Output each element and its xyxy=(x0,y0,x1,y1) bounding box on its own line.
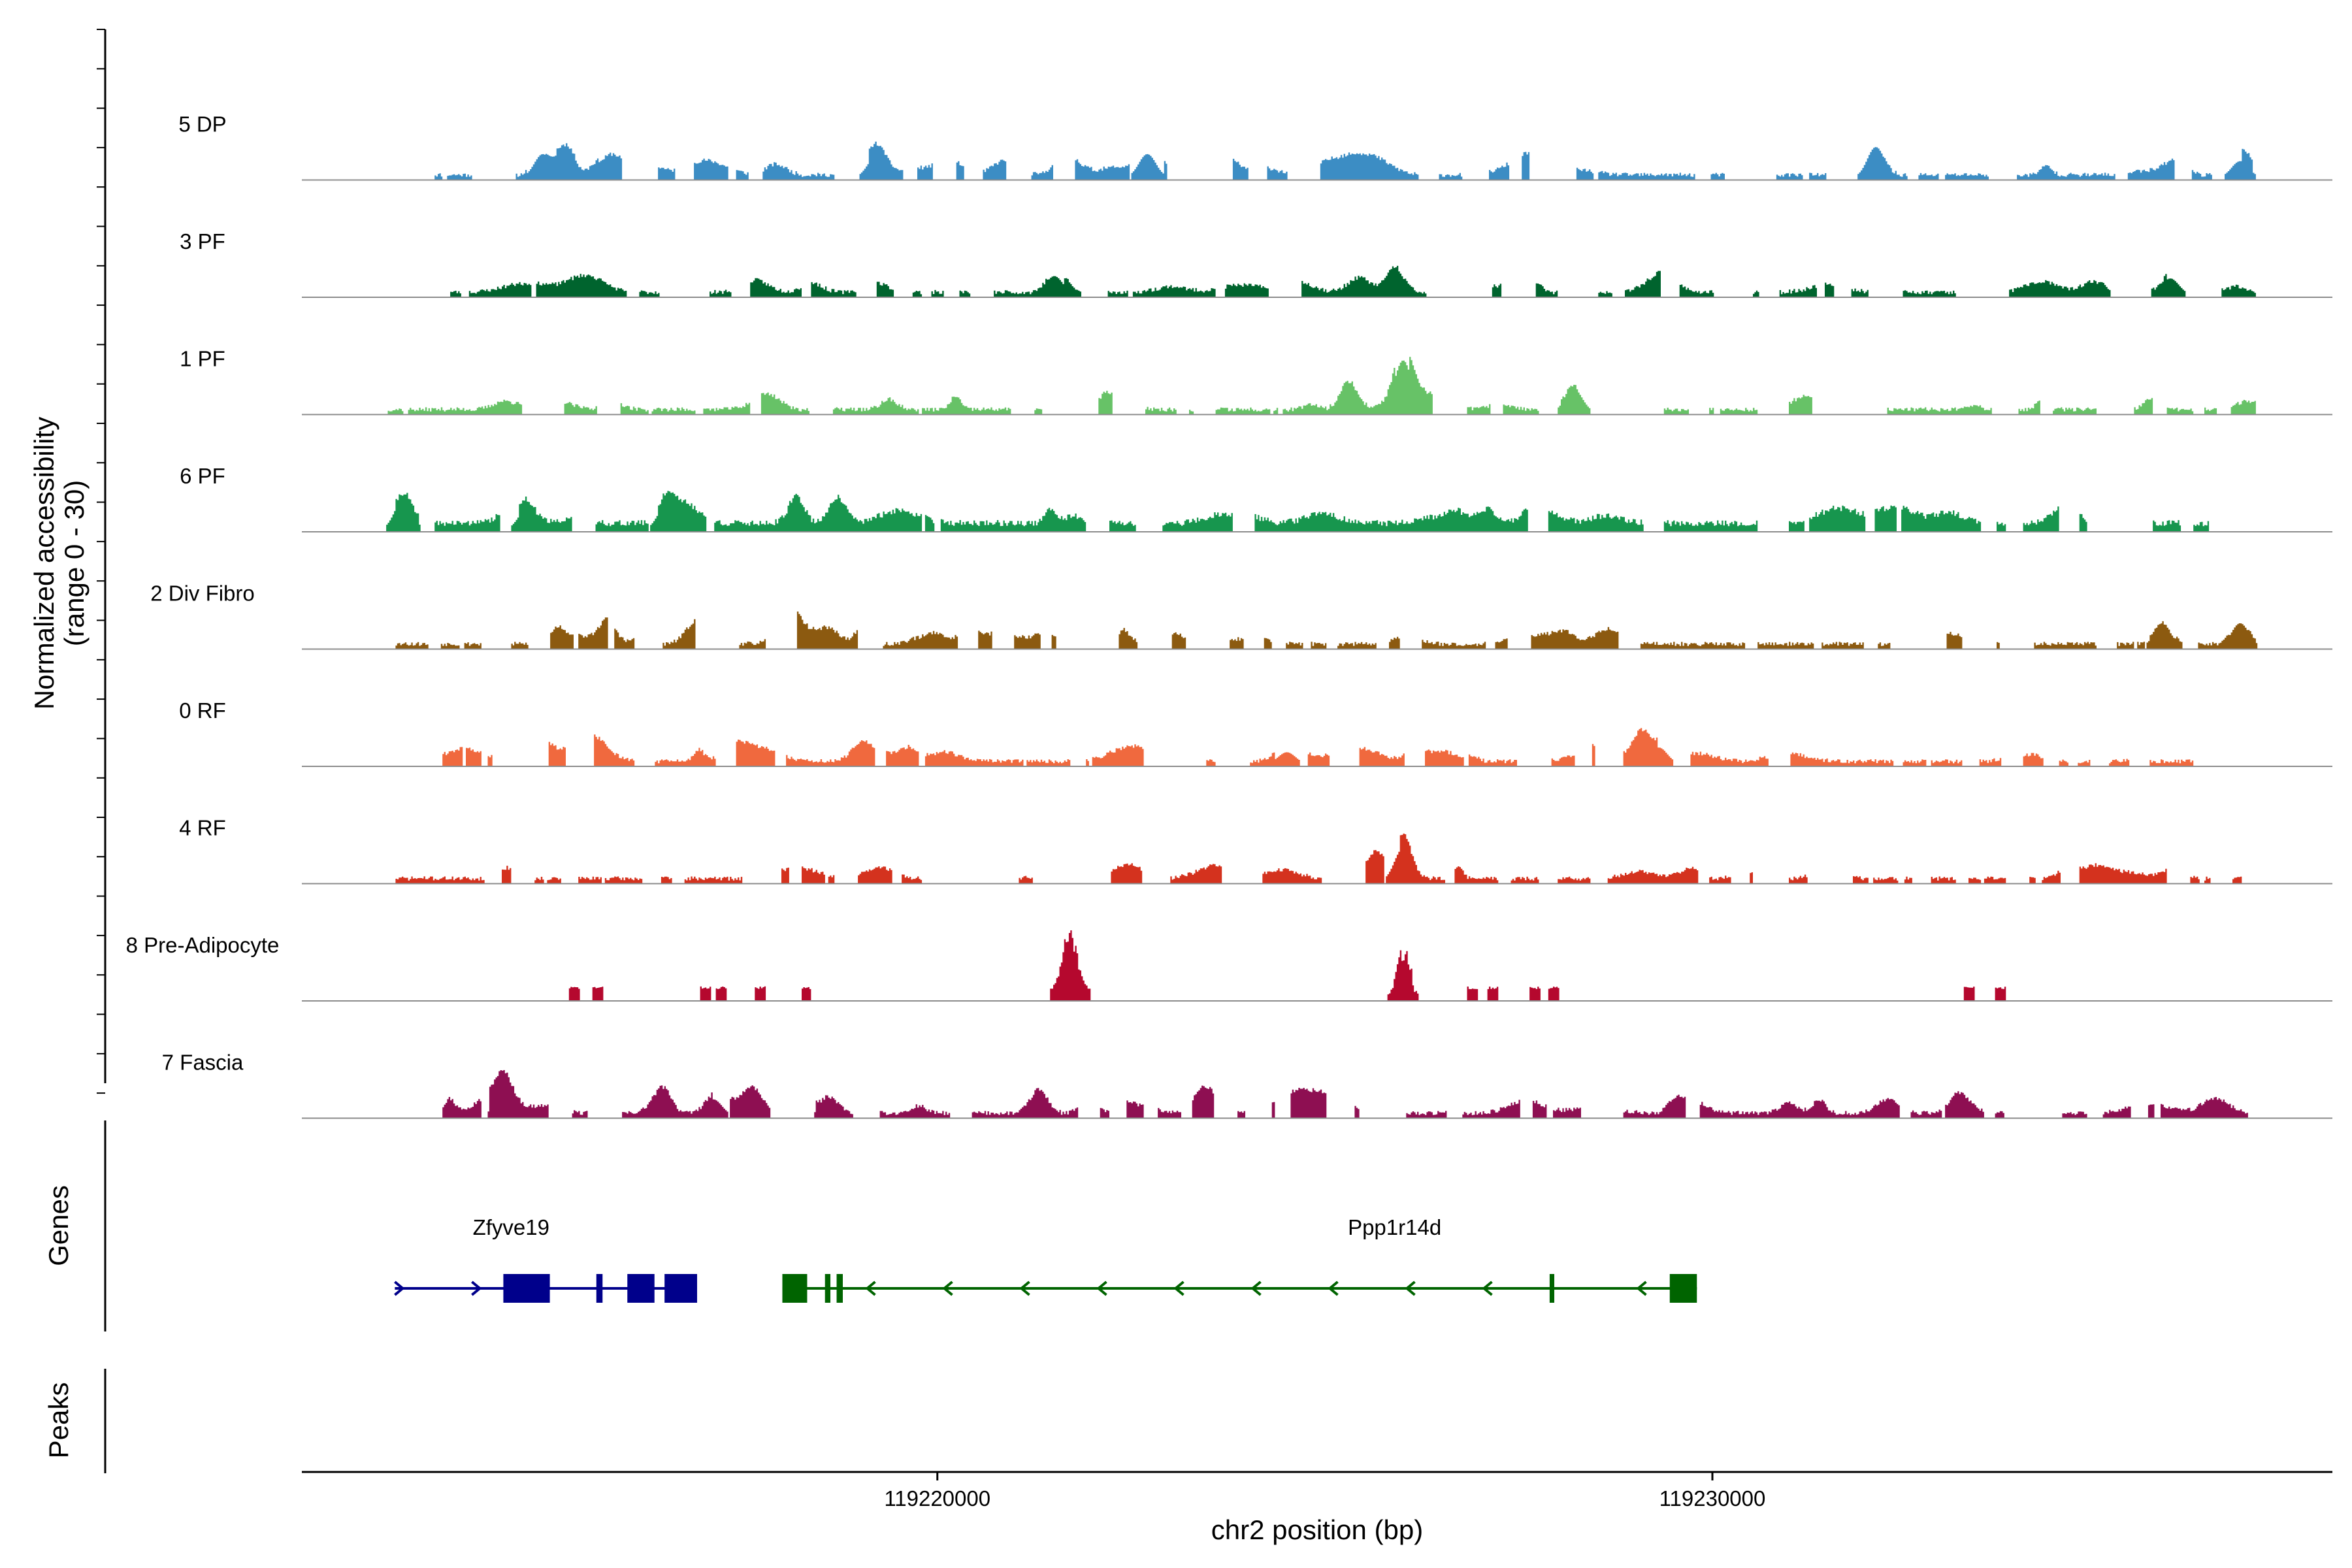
coverage-area-9 xyxy=(302,1070,2332,1119)
x-tick-label: 119220000 xyxy=(884,1486,990,1511)
strand-arrow xyxy=(1250,1281,1262,1296)
strand-arrow xyxy=(865,1281,876,1296)
coverage-area-8 xyxy=(302,930,2332,1001)
strand-arrow xyxy=(1636,1281,1647,1296)
strand-arrow xyxy=(1019,1281,1030,1296)
coverage-area-5 xyxy=(302,612,2332,649)
track-label: 3 PF xyxy=(180,229,225,253)
gene-name: Zfyve19 xyxy=(473,1215,549,1239)
exon xyxy=(1549,1274,1554,1303)
exon xyxy=(627,1274,655,1303)
exon xyxy=(503,1274,550,1303)
coverage-area-4 xyxy=(302,491,2332,532)
exon xyxy=(825,1274,831,1303)
exon xyxy=(596,1274,603,1303)
track-label: 2 Div Fibro xyxy=(150,581,255,606)
coverage-area-3 xyxy=(302,357,2332,415)
y-axis-title-line2: (range 0 - 30) xyxy=(59,480,90,646)
track-label: 7 Fascia xyxy=(162,1051,244,1075)
track-label: 4 RF xyxy=(179,816,226,840)
track-label: 5 DP xyxy=(178,112,226,137)
gene-name: Ppp1r14d xyxy=(1348,1215,1441,1239)
strand-arrow xyxy=(394,1281,405,1296)
track-label: 8 Pre-Adipocyte xyxy=(126,933,280,957)
track-label: 0 RF xyxy=(179,698,226,723)
x-tick-label: 119230000 xyxy=(1659,1486,1766,1511)
exon xyxy=(664,1274,697,1303)
peaks-panel-label: Peaks xyxy=(43,1382,74,1459)
track-label: 1 PF xyxy=(180,347,225,371)
y-axis-title-line1: Normalized accessibility xyxy=(29,417,59,710)
strand-arrow xyxy=(942,1281,953,1296)
x-axis-title: chr2 position (bp) xyxy=(1211,1514,1424,1545)
strand-arrow xyxy=(471,1281,482,1296)
strand-arrow xyxy=(1328,1281,1339,1296)
strand-arrow xyxy=(1405,1281,1416,1296)
strand-arrow xyxy=(1096,1281,1107,1296)
coverage-area-7 xyxy=(302,833,2332,884)
exon xyxy=(782,1274,808,1303)
coverage-area-6 xyxy=(302,728,2332,766)
exon xyxy=(836,1274,843,1303)
genes-panel-label: Genes xyxy=(43,1185,74,1266)
exon xyxy=(1669,1274,1697,1303)
strand-arrow xyxy=(1173,1281,1184,1296)
coverage-area-1 xyxy=(302,141,2332,180)
coverage-area-2 xyxy=(302,265,2332,297)
track-label: 6 PF xyxy=(180,464,225,488)
strand-arrow xyxy=(1482,1281,1493,1296)
